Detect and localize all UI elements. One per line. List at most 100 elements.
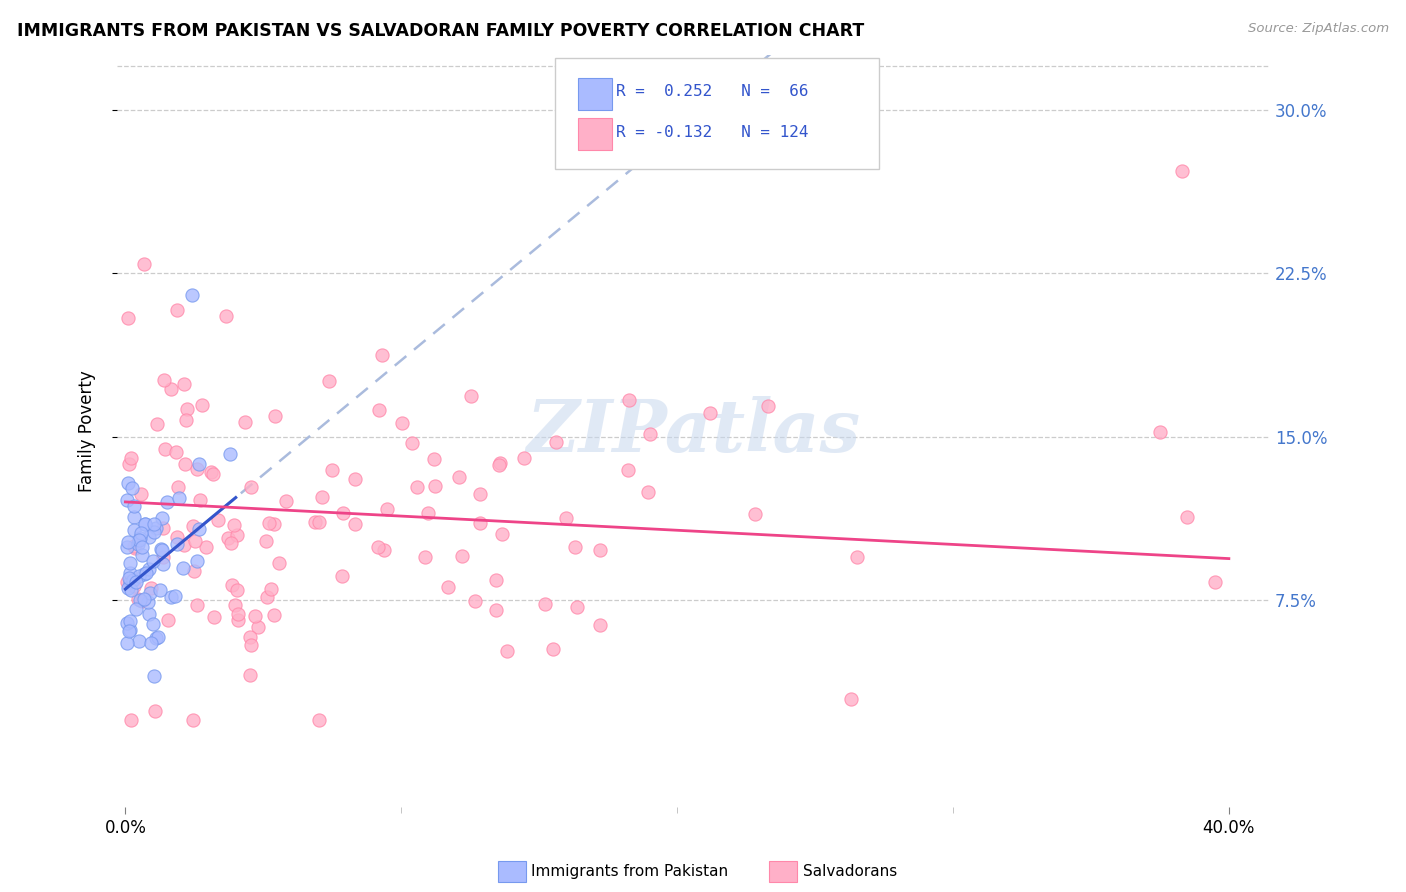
Point: [186, 462, 208, 476]
Point: [401, 436, 423, 450]
Point: [373, 542, 395, 557]
Point: [136, 594, 159, 608]
Point: [165, 589, 187, 603]
Point: [173, 376, 195, 391]
Point: [368, 403, 391, 417]
Point: [120, 583, 142, 598]
Point: [188, 493, 211, 508]
Point: [201, 467, 224, 481]
Point: [176, 402, 198, 417]
Point: [267, 556, 290, 570]
Point: [225, 582, 247, 597]
Point: [468, 516, 491, 530]
Point: [122, 573, 145, 587]
Point: [239, 480, 262, 494]
Point: [142, 617, 165, 632]
Point: [225, 528, 247, 542]
Point: [699, 406, 721, 420]
Point: [224, 517, 246, 532]
Point: [247, 620, 270, 634]
Point: [160, 382, 183, 396]
Point: [239, 638, 262, 652]
Point: [153, 373, 176, 387]
Point: [128, 533, 150, 547]
Point: [318, 374, 340, 388]
Point: [138, 530, 160, 544]
Point: [122, 500, 145, 514]
Text: IMMIGRANTS FROM PAKISTAN VS SALVADORAN FAMILY POVERTY CORRELATION CHART: IMMIGRANTS FROM PAKISTAN VS SALVADORAN F…: [17, 22, 865, 40]
Point: [254, 534, 277, 549]
Point: [174, 413, 197, 427]
Point: [131, 548, 153, 562]
Point: [468, 487, 491, 501]
Point: [224, 598, 246, 612]
Point: [173, 561, 195, 575]
Point: [122, 539, 145, 553]
Point: [152, 550, 174, 565]
Point: [447, 469, 470, 483]
Point: [321, 463, 343, 477]
Point: [120, 713, 142, 727]
Point: [138, 607, 160, 621]
Text: Source: ZipAtlas.com: Source: ZipAtlas.com: [1249, 22, 1389, 36]
Text: ZIPatlas: ZIPatlas: [527, 395, 860, 467]
Point: [375, 502, 398, 516]
Point: [191, 397, 214, 411]
Point: [485, 603, 508, 617]
Point: [118, 615, 141, 629]
Point: [239, 668, 262, 682]
Point: [143, 517, 166, 532]
Text: R = -0.132   N = 124: R = -0.132 N = 124: [616, 125, 808, 139]
Point: [115, 540, 138, 554]
Point: [132, 256, 155, 270]
Point: [367, 540, 389, 554]
Point: [173, 457, 195, 471]
Point: [128, 569, 150, 583]
Point: [308, 515, 330, 529]
Point: [153, 442, 176, 456]
Point: [264, 409, 287, 424]
Point: [188, 458, 211, 472]
Point: [117, 535, 139, 549]
Point: [496, 643, 519, 657]
Point: [173, 538, 195, 552]
Point: [118, 575, 141, 590]
Point: [138, 561, 160, 575]
Point: [118, 624, 141, 638]
Point: [589, 618, 612, 632]
Point: [1171, 163, 1194, 178]
Point: [491, 526, 513, 541]
Point: [125, 601, 148, 615]
Point: [122, 524, 145, 538]
Point: [215, 309, 238, 323]
Point: [139, 585, 162, 599]
Point: [142, 554, 165, 568]
Point: [118, 623, 141, 637]
Point: [567, 600, 589, 615]
Point: [152, 558, 174, 572]
Point: [117, 476, 139, 491]
Point: [200, 465, 222, 479]
Point: [243, 609, 266, 624]
Point: [165, 445, 187, 459]
Point: [423, 479, 446, 493]
Point: [637, 484, 659, 499]
Point: [406, 480, 429, 494]
Point: [343, 472, 366, 486]
Point: [188, 522, 211, 536]
Text: Immigrants from Pakistan: Immigrants from Pakistan: [531, 864, 728, 879]
Text: Salvadorans: Salvadorans: [803, 864, 897, 879]
Point: [118, 571, 141, 585]
Point: [186, 554, 208, 568]
Point: [257, 516, 280, 530]
Point: [460, 389, 482, 403]
Point: [413, 550, 436, 565]
Point: [221, 578, 243, 592]
Point: [219, 447, 242, 461]
Point: [149, 541, 172, 556]
Point: [132, 592, 155, 607]
Text: R =  0.252   N =  66: R = 0.252 N = 66: [616, 85, 808, 99]
Point: [226, 607, 249, 621]
Point: [756, 399, 779, 413]
Point: [157, 613, 180, 627]
